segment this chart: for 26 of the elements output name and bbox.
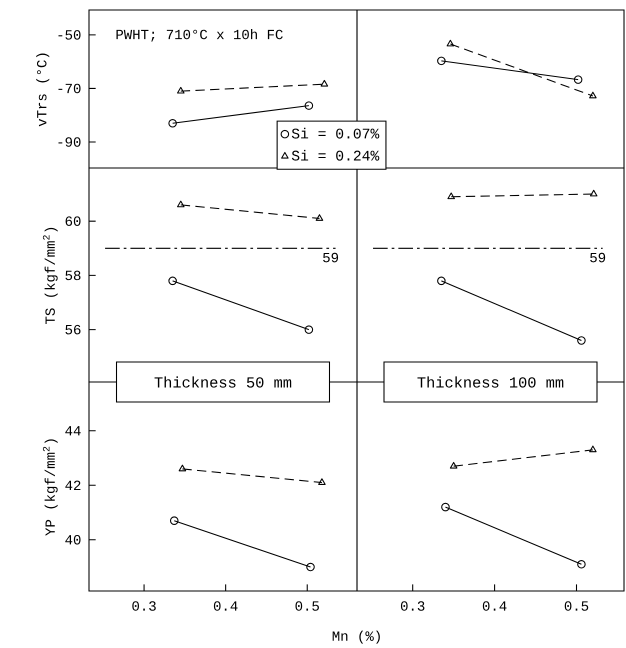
y-tick-label: -90 [58, 137, 81, 147]
legend-label: Si = 0.24% [292, 150, 380, 161]
y-tick-label: 44 [65, 426, 81, 436]
x-tick-label: 0.4 [214, 601, 238, 611]
y-tick-label: -50 [58, 30, 81, 40]
ref-line-label: 59 [323, 252, 338, 262]
x-tick-label: 0.5 [564, 601, 588, 611]
y-tick-label: -70 [58, 84, 81, 94]
annotation: Thickness 50 mm [154, 376, 292, 388]
y-axis-title: TS (kgf/mm$^{2}$) [42, 228, 58, 324]
y-tick-label: 40 [65, 535, 81, 545]
annotation: Thickness 100 mm [417, 376, 564, 388]
legend-label: Si = 0.07% [292, 128, 380, 139]
ref-line-label: 59 [590, 252, 606, 262]
y-tick-label: 42 [65, 480, 80, 490]
x-tick-label: 0.5 [295, 601, 319, 611]
x-tick-label: 0.3 [132, 601, 156, 611]
x-tick-label: 0.4 [482, 601, 506, 611]
x-tick-label: 0.3 [400, 601, 424, 611]
annotation: PWHT; 710°C x 10h FC [116, 28, 283, 42]
y-tick-label: 58 [65, 270, 80, 280]
y-axis-title: YP (kgf/mm$^{2}$) [42, 439, 58, 536]
x-axis-title: Mn (%) [332, 630, 380, 644]
y-axis-title: vTrs (°C) [36, 54, 50, 126]
y-tick-label: 56 [65, 324, 80, 334]
y-tick-label: 60 [66, 216, 81, 226]
